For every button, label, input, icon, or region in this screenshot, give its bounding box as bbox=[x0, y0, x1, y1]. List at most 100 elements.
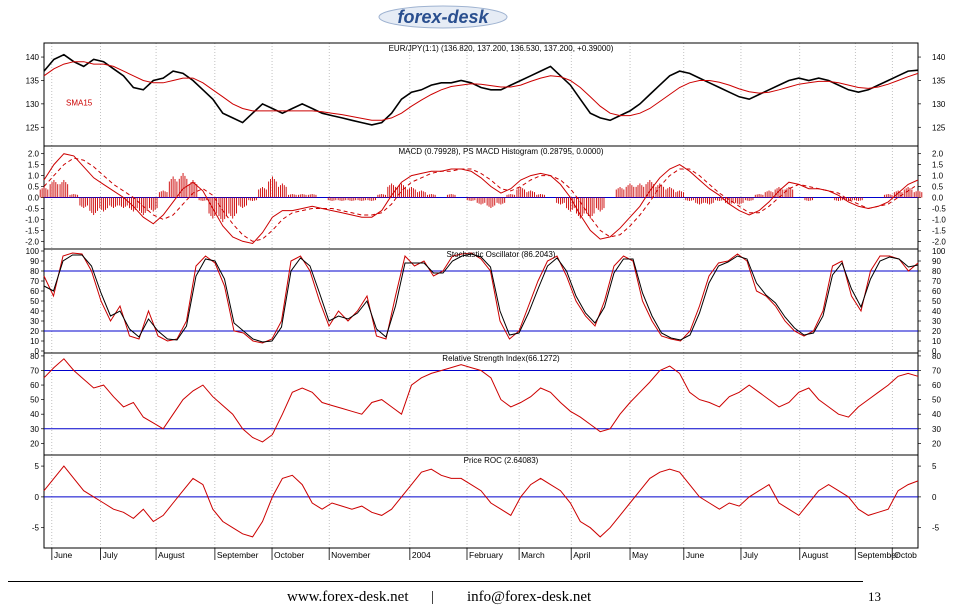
x-tick-label: Octob bbox=[894, 550, 917, 560]
y-tick-label-left: 20 bbox=[30, 327, 39, 336]
y-tick-label-right: 30 bbox=[932, 425, 941, 434]
y-tick-label-left: 30 bbox=[30, 425, 39, 434]
y-tick-label-left: -5 bbox=[32, 524, 40, 533]
y-tick-label-right: 1.0 bbox=[932, 172, 944, 181]
y-tick-label-left: 70 bbox=[30, 366, 39, 375]
y-tick-label-right: 140 bbox=[932, 53, 946, 62]
series-line-1-0 bbox=[43, 153, 919, 245]
x-tick-label: July bbox=[743, 550, 759, 560]
y-tick-label-left: 1.5 bbox=[28, 161, 40, 170]
y-tick-label-left: 10 bbox=[30, 337, 39, 346]
y-tick-label-left: 90 bbox=[30, 257, 39, 266]
y-tick-label-right: -2.0 bbox=[932, 237, 946, 246]
y-tick-label-right: 0.0 bbox=[932, 194, 944, 203]
x-tick-label: March bbox=[521, 550, 545, 560]
y-tick-label-right: 10 bbox=[932, 337, 941, 346]
y-tick-label-right: 40 bbox=[932, 307, 941, 316]
y-tick-label-right: 80 bbox=[932, 352, 941, 361]
panel-0: 125 125 130 130 135 135 140 140 EUR/JPY(1:1) (13… bbox=[26, 42, 946, 147]
y-tick-label-left: 125 bbox=[26, 123, 40, 132]
x-tick-label: September bbox=[217, 550, 259, 560]
y-tick-label-left: 0 bbox=[35, 493, 40, 502]
panel-frame bbox=[43, 454, 919, 549]
y-tick-label-right: 5 bbox=[932, 462, 937, 471]
y-tick-label-left: -0.5 bbox=[25, 204, 39, 213]
y-tick-label-right: -1.5 bbox=[932, 226, 946, 235]
y-tick-label-left: 60 bbox=[30, 287, 39, 296]
y-tick-label-right: 0.5 bbox=[932, 183, 944, 192]
series-line-0-1 bbox=[43, 61, 919, 121]
logo-text: forex-desk bbox=[397, 7, 489, 27]
y-tick-label-right: 20 bbox=[932, 439, 941, 448]
y-tick-label-right: 60 bbox=[932, 287, 941, 296]
panel-title: EUR/JPY(1:1) (136.820, 137.200, 136.530,… bbox=[389, 44, 614, 53]
y-tick-label-left: 50 bbox=[30, 297, 39, 306]
y-tick-label-right: 100 bbox=[932, 247, 946, 256]
y-tick-label-right: 50 bbox=[932, 396, 941, 405]
y-tick-label-right: 80 bbox=[932, 267, 941, 276]
y-tick-label-right: 2.0 bbox=[932, 150, 944, 159]
y-tick-label-left: -1.0 bbox=[25, 215, 39, 224]
y-tick-label-left: 80 bbox=[30, 267, 39, 276]
footer-website[interactable]: www.forex-desk.net bbox=[287, 589, 409, 605]
series-line-2-1 bbox=[43, 253, 919, 343]
y-tick-label-right: 50 bbox=[932, 297, 941, 306]
footer-email[interactable]: info@forex-desk.net bbox=[467, 589, 592, 605]
x-tick-label: June bbox=[54, 550, 73, 560]
y-tick-label-left: -2.0 bbox=[25, 237, 39, 246]
panel-frame bbox=[43, 42, 919, 147]
series-line-4-0 bbox=[43, 465, 919, 538]
x-tick-label: November bbox=[331, 550, 370, 560]
y-tick-label-right: 0 bbox=[932, 493, 937, 502]
y-tick-label-left: 2.0 bbox=[28, 150, 40, 159]
x-tick-label: October bbox=[274, 550, 304, 560]
panel-frame bbox=[43, 352, 919, 456]
panel-1: 2.0 2.01.5 1.51.0 1.00.5 0.50.0 0.0-0.5 -0.5-1… bbox=[25, 145, 946, 250]
y-tick-label-left: 135 bbox=[26, 76, 40, 85]
y-tick-label-left: 30 bbox=[30, 317, 39, 326]
page-footer: www.forex-desk.net | info@forex-desk.net… bbox=[0, 589, 959, 607]
y-tick-label-left: 20 bbox=[30, 439, 39, 448]
y-tick-label-right: 130 bbox=[932, 100, 946, 109]
x-tick-label: August bbox=[158, 550, 185, 560]
y-tick-label-right: 30 bbox=[932, 317, 941, 326]
y-tick-label-right: 70 bbox=[932, 277, 941, 286]
x-tick-label: August bbox=[802, 550, 829, 560]
y-tick-label-left: -1.5 bbox=[25, 226, 39, 235]
sma-annotation: SMA15 bbox=[66, 99, 93, 108]
y-tick-label-right: 60 bbox=[932, 381, 941, 390]
y-tick-label-left: 70 bbox=[30, 277, 39, 286]
x-tick-label: 2004 bbox=[412, 550, 431, 560]
y-tick-label-right: -0.5 bbox=[932, 204, 946, 213]
panel-title: Relative Strength Index(66.1272) bbox=[442, 354, 560, 363]
y-tick-label-right: 0 bbox=[932, 347, 937, 356]
panel-frame bbox=[43, 248, 919, 354]
y-tick-label-right: 1.5 bbox=[932, 161, 944, 170]
y-tick-label-right: -5 bbox=[932, 524, 940, 533]
y-tick-label-left: 5 bbox=[35, 462, 40, 471]
y-tick-label-left: 60 bbox=[30, 381, 39, 390]
series-line-1-1 bbox=[43, 157, 919, 242]
footer-divider bbox=[8, 581, 863, 582]
y-tick-label-right: 135 bbox=[932, 76, 946, 85]
panel-title: Price ROC (2.64083) bbox=[464, 456, 539, 465]
y-tick-label-left: 40 bbox=[30, 410, 39, 419]
y-tick-label-left: 40 bbox=[30, 307, 39, 316]
y-tick-label-left: 0.0 bbox=[28, 194, 40, 203]
panel-4: 5 5 0 0 -5 -5 Price ROC (2.64083) bbox=[32, 454, 940, 549]
panel-3: 20 20 30 30 40 40 50 50 60 60 70 70 80 80 Relative Str… bbox=[30, 352, 941, 456]
x-tick-label: July bbox=[103, 550, 119, 560]
x-tick-label: February bbox=[469, 550, 504, 560]
x-tick-label: September bbox=[857, 550, 899, 560]
y-tick-label-right: -1.0 bbox=[932, 215, 946, 224]
y-tick-label-left: 0.5 bbox=[28, 183, 40, 192]
y-tick-label-left: 130 bbox=[26, 100, 40, 109]
x-tick-label: June bbox=[686, 550, 705, 560]
technical-analysis-chart: 125 125 130 130 135 135 140 140 EUR/JPY(1:1) (13… bbox=[25, 42, 946, 560]
y-tick-label-right: 40 bbox=[932, 410, 941, 419]
panel-title: MACD (0.79928), PS MACD Histogram (0.287… bbox=[399, 147, 604, 156]
series-line-3-0 bbox=[43, 358, 919, 443]
y-tick-label-right: 20 bbox=[932, 327, 941, 336]
y-tick-label-left: 0 bbox=[35, 347, 40, 356]
